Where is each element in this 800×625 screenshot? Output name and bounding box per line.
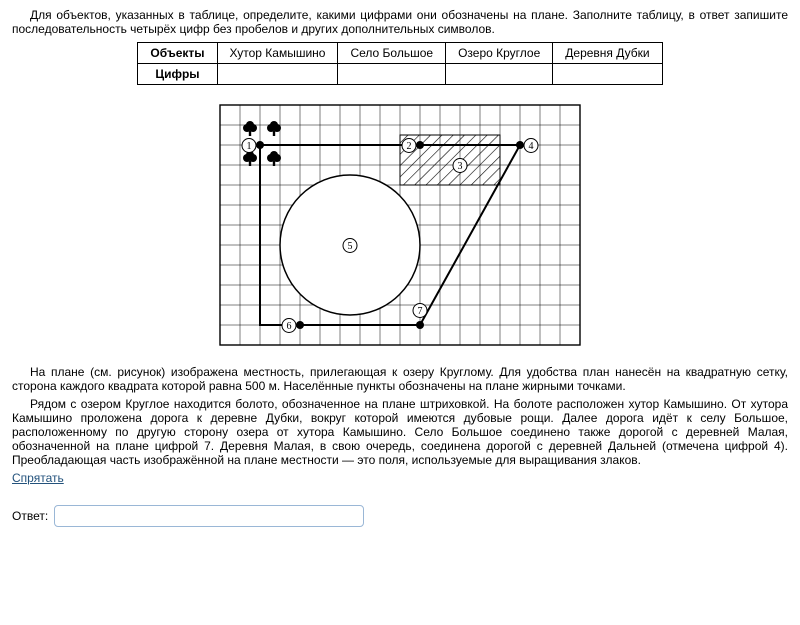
map-svg: 1 2 3 4 5 6 7 (210, 95, 590, 355)
row-header-digits: Цифры (138, 64, 217, 85)
cell-1 (217, 64, 338, 85)
hide-link[interactable]: Спрятать (12, 471, 64, 485)
col-2: Село Большое (338, 43, 446, 64)
answer-row: Ответ: (12, 505, 788, 527)
answer-label: Ответ: (12, 509, 48, 523)
cell-2 (338, 64, 446, 85)
objects-table-wrap: Объекты Хутор Камышино Село Большое Озер… (12, 42, 788, 85)
cell-4 (553, 64, 662, 85)
col-4: Деревня Дубки (553, 43, 662, 64)
map-container: 1 2 3 4 5 6 7 (12, 95, 788, 355)
svg-text:7: 7 (418, 306, 423, 317)
svg-text:1: 1 (247, 141, 252, 152)
svg-text:2: 2 (407, 141, 412, 152)
col-1: Хутор Камышино (217, 43, 338, 64)
cell-3 (446, 64, 553, 85)
svg-text:4: 4 (529, 141, 534, 152)
col-3: Озеро Круглое (446, 43, 553, 64)
intro-paragraph: Для объектов, указанных в таблице, опред… (12, 8, 788, 36)
answer-input[interactable] (54, 505, 364, 527)
row-header-objects: Объекты (138, 43, 217, 64)
paragraph-1: На плане (см. рисунок) изображена местно… (12, 365, 788, 393)
svg-text:6: 6 (287, 321, 292, 332)
objects-table: Объекты Хутор Камышино Село Большое Озер… (137, 42, 662, 85)
paragraph-2: Рядом с озером Круглое находится болото,… (12, 397, 788, 467)
svg-text:3: 3 (458, 161, 463, 172)
svg-text:5: 5 (348, 241, 353, 252)
